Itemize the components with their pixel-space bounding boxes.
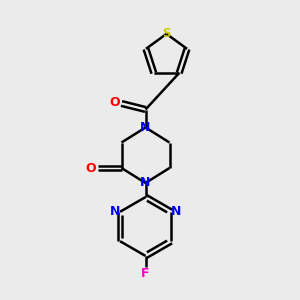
Text: F: F bbox=[141, 267, 150, 280]
Text: N: N bbox=[140, 176, 151, 190]
Text: N: N bbox=[171, 205, 182, 218]
Text: O: O bbox=[85, 161, 96, 175]
Text: N: N bbox=[140, 121, 151, 134]
Text: O: O bbox=[110, 95, 120, 109]
Text: S: S bbox=[162, 27, 171, 40]
Text: N: N bbox=[110, 205, 120, 218]
